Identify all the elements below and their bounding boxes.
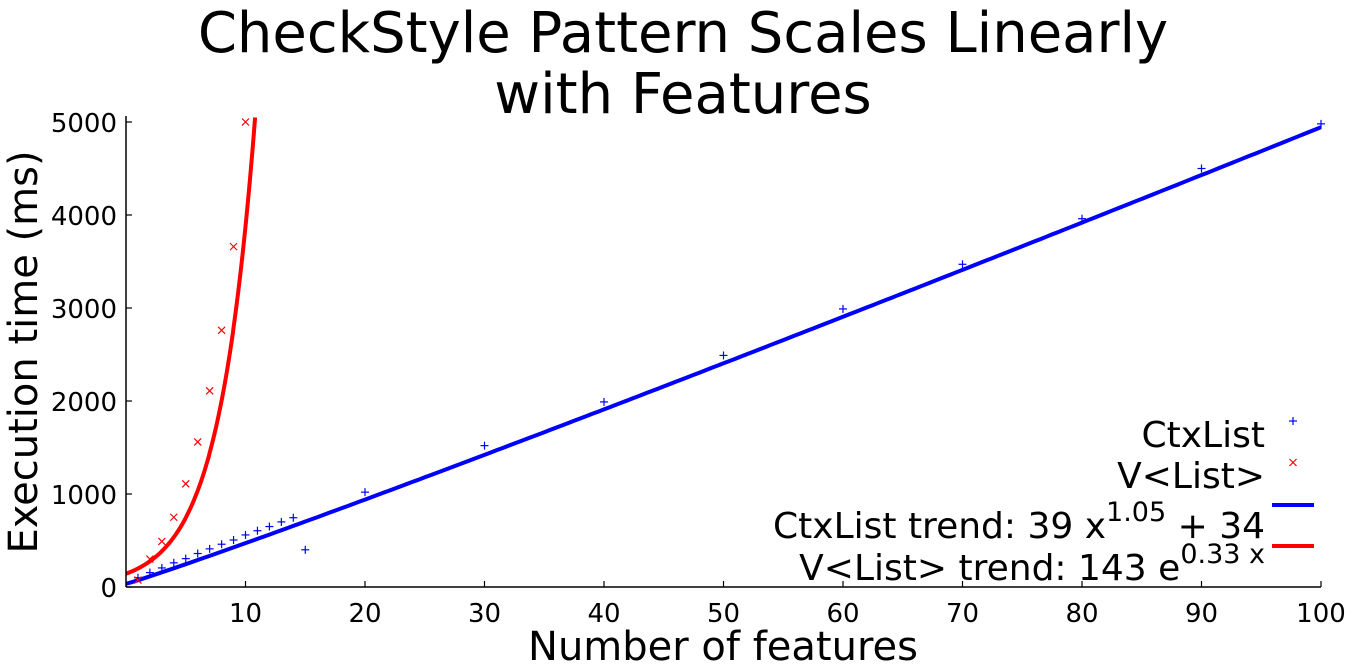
- data-point-1: [241, 118, 250, 126]
- x-tick-label: 70: [946, 599, 979, 629]
- legend-swatches: [1272, 417, 1314, 548]
- data-point-1: [229, 242, 238, 251]
- legend-marker-ctxlist: [1289, 417, 1297, 425]
- x-tick-label: 100: [1296, 599, 1346, 629]
- data-point-1: [145, 555, 154, 564]
- x-tick-label: 20: [348, 599, 381, 629]
- chart-title-line-2: with Features: [494, 62, 871, 127]
- data-point-0: [301, 545, 310, 554]
- x-tick-label: 10: [229, 599, 262, 629]
- data-point-1: [205, 386, 214, 395]
- y-tick-label: 5000: [51, 109, 117, 139]
- y-tick-label: 2000: [51, 388, 117, 418]
- x-tick-label: 30: [468, 599, 501, 629]
- data-point-1: [193, 437, 202, 446]
- axis-ticks: 10 20 30 40 50 60 70 80 90 1000100020003000400050…: [51, 109, 1346, 629]
- data-point-0: [361, 488, 369, 497]
- trend-line-1: [125, 117, 258, 576]
- y-tick-label: 1000: [51, 481, 117, 511]
- legend-label-vlist-trend: V<List> trend: 143 e0.33 x: [799, 539, 1265, 589]
- legend-ctxlist-trend-exponent: 1.05: [1106, 497, 1166, 528]
- x-axis-label: Number of features: [528, 624, 918, 670]
- data-point-0: [1078, 214, 1086, 223]
- trend-lines: [125, 117, 1322, 586]
- legend-ctxlist-trend-suffix: + 34: [1166, 506, 1265, 547]
- data-point-0: [480, 441, 489, 450]
- legend: CtxList V<List> CtxList trend: 39 x1.05 …: [773, 415, 1314, 589]
- data-point-0: [181, 554, 190, 563]
- legend-label-ctxlist-trend: CtxList trend: 39 x1.05 + 34: [773, 497, 1265, 547]
- data-point-0: [169, 558, 178, 567]
- legend-label-ctxlist: CtxList: [1142, 415, 1266, 456]
- x-tick-label: 80: [1065, 599, 1098, 629]
- data-point-0: [600, 397, 608, 406]
- data-point-0: [839, 304, 847, 313]
- data-point-0: [217, 540, 226, 549]
- data-point-0: [241, 530, 250, 539]
- data-point-1: [134, 576, 142, 584]
- x-tick-label: 50: [707, 599, 740, 629]
- data-point-0: [1197, 164, 1206, 173]
- x-tick-label: 90: [1185, 599, 1218, 629]
- data-point-1: [181, 479, 190, 488]
- legend-ctxlist-trend-base: CtxList trend: 39 x: [773, 506, 1106, 547]
- data-point-0: [1317, 119, 1325, 128]
- data-point-1: [157, 537, 166, 546]
- data-point-0: [205, 544, 214, 553]
- data-point-0: [157, 563, 166, 572]
- data-point-0: [253, 526, 262, 535]
- legend-vlist-trend-exponent: 0.33 x: [1180, 539, 1265, 570]
- data-point-0: [719, 351, 728, 360]
- data-markers: [133, 118, 1325, 584]
- y-tick-label: 4000: [51, 202, 117, 232]
- data-point-0: [145, 568, 154, 577]
- data-point-1: [217, 326, 226, 335]
- data-point-1: [169, 513, 178, 522]
- trend-line-0: [125, 125, 1322, 586]
- legend-marker-vlist: [1289, 458, 1297, 467]
- chart-title-line-1: CheckStyle Pattern Scales Linearly: [198, 1, 1168, 66]
- y-tick-label: 3000: [51, 295, 117, 325]
- data-point-0: [193, 549, 202, 558]
- data-point-0: [958, 260, 967, 269]
- legend-label-vlist: V<List>: [1117, 456, 1265, 497]
- data-point-0: [229, 536, 238, 545]
- data-point-0: [265, 522, 274, 531]
- data-point-0: [277, 517, 286, 526]
- x-tick-label: 60: [826, 599, 859, 629]
- data-point-0: [289, 513, 298, 522]
- y-axis-label: Execution time (ms): [1, 150, 47, 553]
- legend-vlist-trend-base: V<List> trend: 143 e: [799, 548, 1180, 589]
- x-tick-label: 40: [587, 599, 620, 629]
- y-tick-label: 0: [100, 574, 117, 604]
